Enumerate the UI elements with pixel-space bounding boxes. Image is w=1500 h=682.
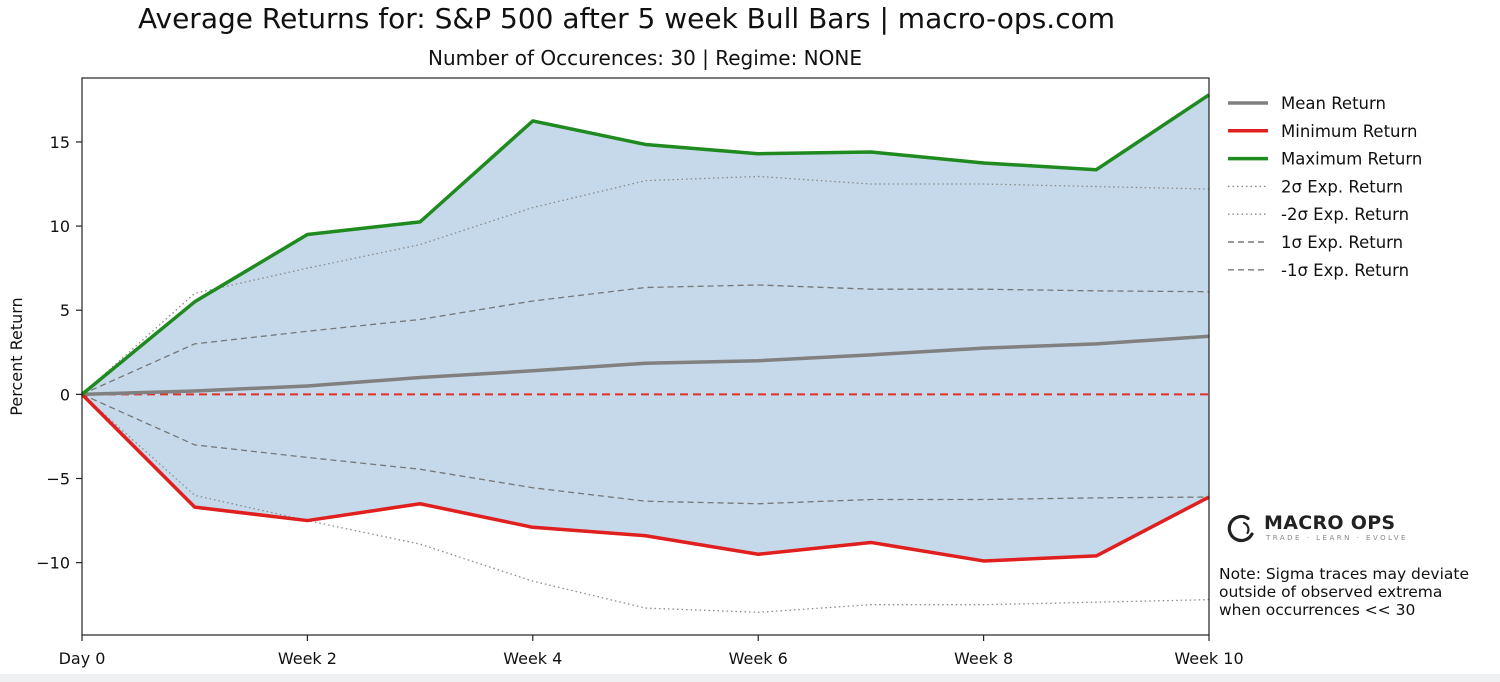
bottom-strip (0, 674, 1500, 682)
x-tick-label: Week 2 (278, 649, 337, 668)
series-minimum-return (80, 393, 1210, 563)
chart-title: Average Returns for: S&P 500 after 5 wee… (138, 2, 1115, 35)
note-line: when occurrences << 30 (1219, 601, 1416, 619)
y-axis-label: Percent Return (7, 297, 26, 415)
note-line: outside of observed extrema (1219, 583, 1443, 601)
x-tick-label: Week 6 (729, 649, 788, 668)
series-mean-return (81, 334, 1210, 397)
x-tick-label: Day 0 (59, 649, 106, 668)
legend: Mean Return Minimum Return Maximum Return 2… (1228, 94, 1422, 280)
x-tick-label: Week 4 (503, 649, 562, 668)
y-tick-label: 15 (50, 133, 70, 152)
logo-circle-icon (1227, 514, 1254, 543)
legend-label: 1σ Exp. Return (1281, 233, 1403, 252)
macro-ops-logo: MACRO OPS TRADE · LEARN · EVOLVE (1226, 512, 1426, 546)
chart-subtitle: Number of Occurences: 30 | Regime: NONE (428, 46, 862, 70)
x-tick-label: Week 8 (954, 649, 1013, 668)
legend-label: 2σ Exp. Return (1281, 177, 1403, 196)
y-tick-label: 0 (60, 385, 70, 404)
legend-label: Minimum Return (1281, 122, 1417, 141)
range-fill (82, 94, 1209, 561)
note-line: Note: Sigma traces may deviate (1219, 565, 1470, 583)
y-tick-label: −10 (36, 554, 70, 573)
legend-label: -2σ Exp. Return (1281, 205, 1409, 224)
ticks-layer: Day 0 Week 2 Week 4 Week 6 Week 8 Week 10 −10 −… (36, 133, 1243, 668)
plot-frame (81, 77, 1210, 636)
legend-label: Mean Return (1281, 94, 1386, 113)
series-layer (80, 93, 1210, 613)
logo-name: MACRO OPS (1264, 512, 1396, 534)
logo-tagline: TRADE · LEARN · EVOLVE (1266, 534, 1408, 542)
series-maximum-return (80, 93, 1210, 396)
x-tick-label: Week 10 (1174, 649, 1243, 668)
sigma-note: Note: Sigma traces may deviate outside o… (1219, 565, 1499, 619)
fill-layer (82, 94, 1209, 561)
y-tick-label: 5 (60, 301, 70, 320)
legend-label: Maximum Return (1281, 150, 1422, 169)
series-1-exp-return (81, 284, 1210, 395)
y-tick-label: 10 (50, 217, 70, 236)
series-1-exp-return (81, 393, 1210, 505)
y-tick-label: −5 (46, 470, 70, 489)
legend-label: -1σ Exp. Return (1281, 261, 1409, 280)
